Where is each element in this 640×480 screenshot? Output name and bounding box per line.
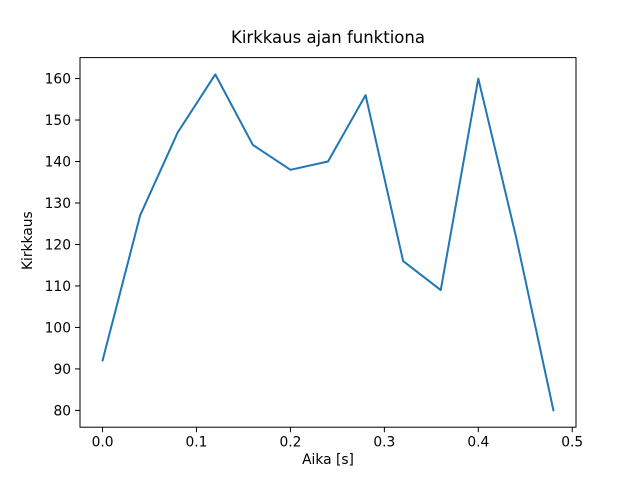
y-tick-label: 100 bbox=[45, 320, 71, 336]
x-tick-label: 0.1 bbox=[186, 435, 208, 451]
x-tick-label: 0.4 bbox=[467, 435, 489, 451]
x-axis-label: Aika [s] bbox=[302, 452, 354, 468]
axes-spines bbox=[79, 57, 577, 428]
chart-title: Kirkkaus ajan funktiona bbox=[231, 28, 425, 47]
y-tick-label: 110 bbox=[45, 279, 71, 295]
y-tick-label: 90 bbox=[53, 362, 71, 378]
y-axis-label: Kirkkaus bbox=[20, 211, 36, 270]
data-line bbox=[101, 73, 555, 412]
x-tick-label: 0.2 bbox=[279, 435, 301, 451]
x-tick-label: 0.3 bbox=[373, 435, 395, 451]
y-tick-label: 160 bbox=[45, 72, 71, 88]
y-tick-label: 150 bbox=[45, 113, 71, 129]
y-tick-label: 140 bbox=[45, 155, 71, 171]
x-tick-label: 0.0 bbox=[92, 435, 114, 451]
y-tick-label: 80 bbox=[53, 403, 71, 419]
x-tick-label: 0.5 bbox=[561, 435, 583, 451]
y-tick-label: 120 bbox=[45, 237, 71, 253]
y-tick-label: 130 bbox=[45, 196, 71, 212]
